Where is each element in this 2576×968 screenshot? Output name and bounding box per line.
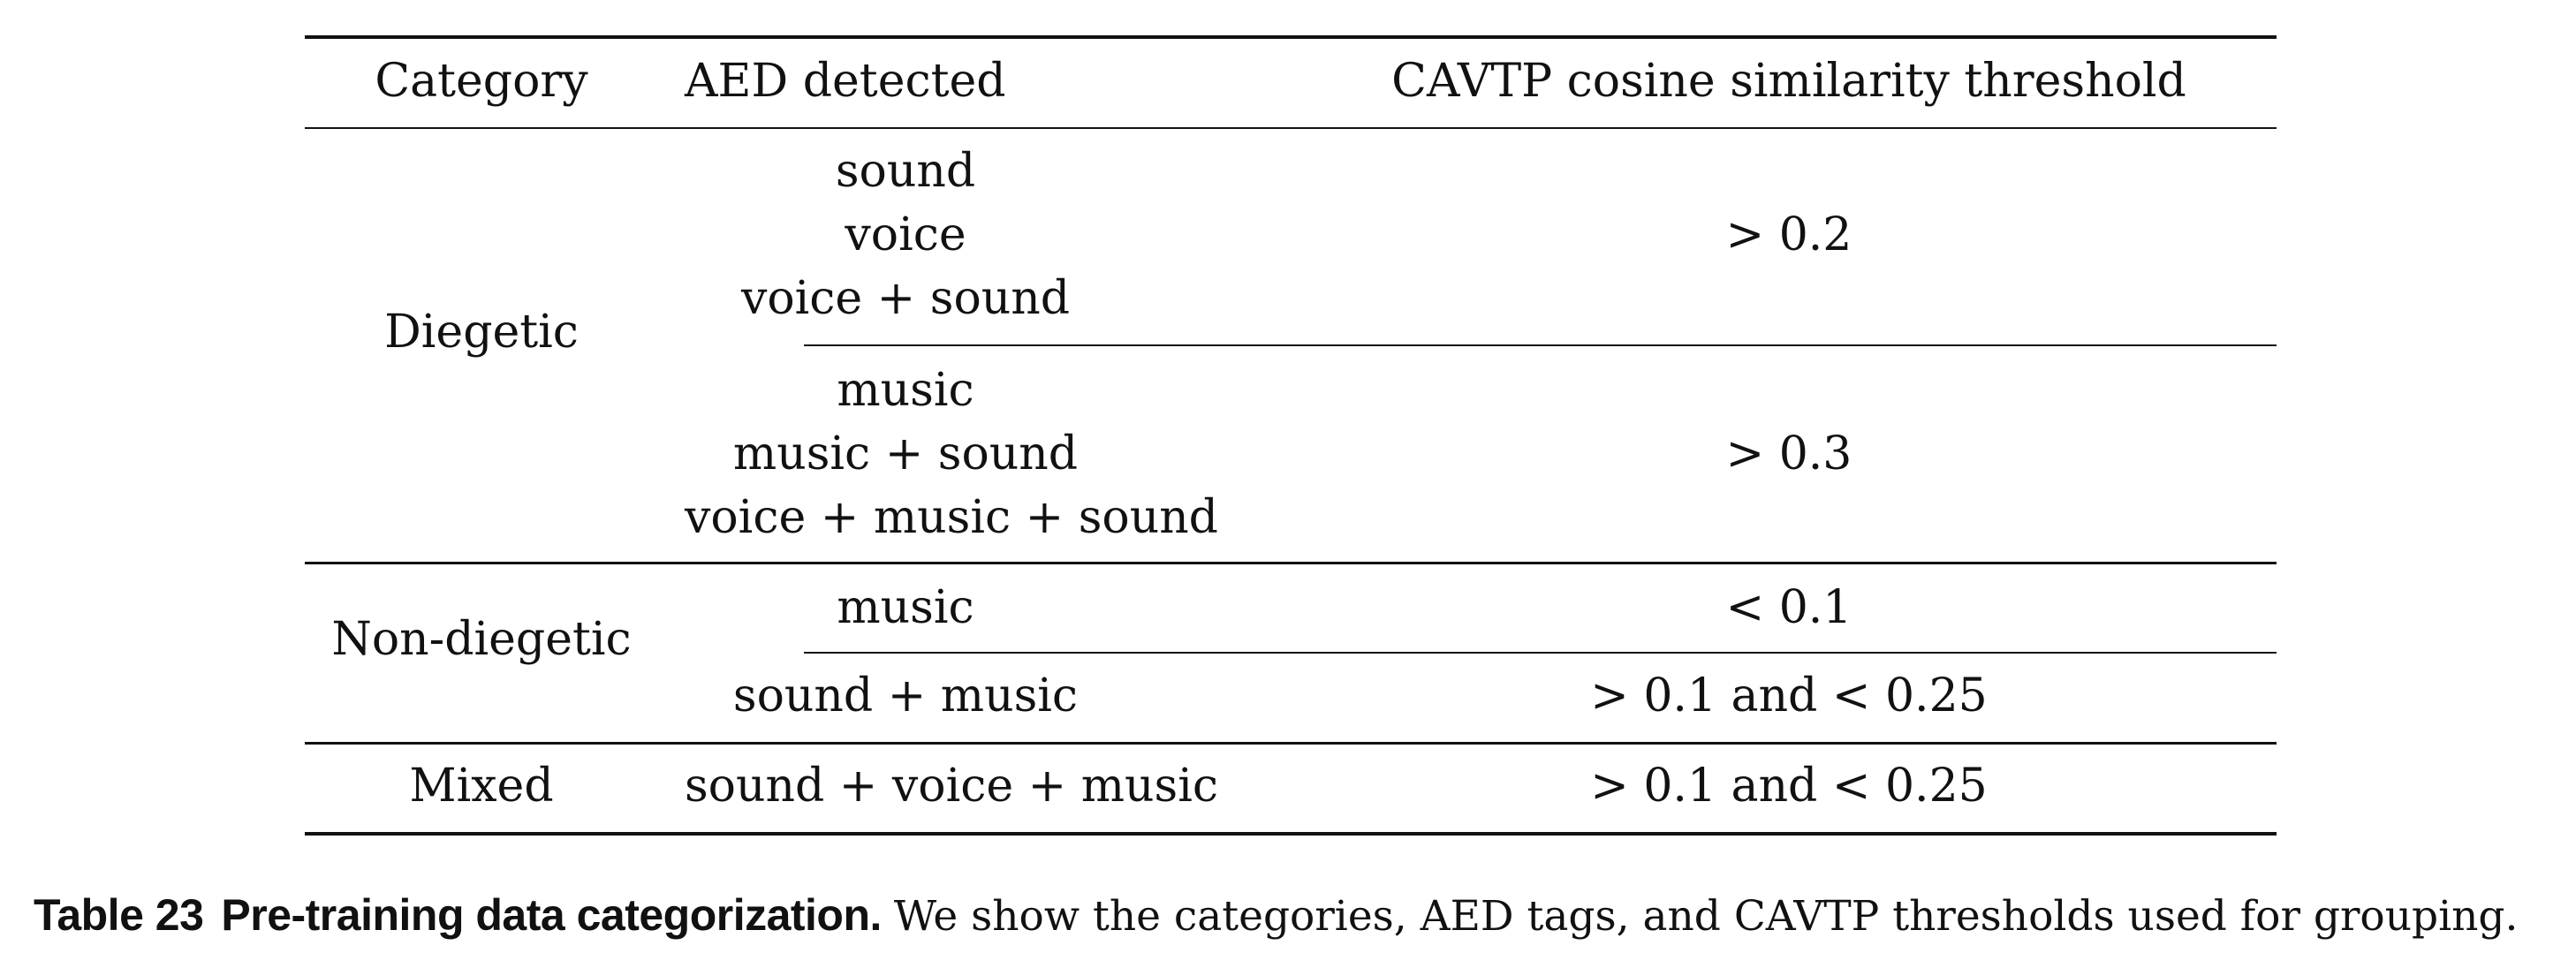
category-cell: Mixed — [409, 760, 554, 813]
category-cell: Non-diegetic — [331, 613, 632, 666]
aed-tag: sound + voice + music — [685, 760, 1218, 813]
threshold-cell: > 0.1 and < 0.25 — [1590, 760, 1988, 813]
aed-tag: voice — [845, 208, 966, 261]
aed-cell: sound + voice + music — [685, 754, 1218, 818]
aed-tag: music + sound — [732, 427, 1079, 480]
aed-tag: music — [837, 364, 974, 417]
threshold-cell: > 0.2 — [1725, 208, 1852, 261]
diegetic-inner-rule — [804, 344, 2277, 346]
group-rule — [305, 742, 2277, 745]
column-header: Category — [375, 55, 588, 108]
aed-tag: sound — [835, 145, 976, 198]
threshold-cell: > 0.3 — [1725, 427, 1852, 480]
category-cell: Diegetic — [384, 306, 579, 359]
aed-cell: music — [729, 576, 1082, 639]
column-header: AED detected — [685, 55, 1006, 108]
group-rule — [305, 562, 2277, 564]
aed-cell: sound + music — [729, 664, 1082, 728]
aed-cell: sound voice voice + sound — [729, 140, 1082, 330]
header-rule — [305, 127, 2277, 129]
nondiegetic-inner-rule — [804, 652, 2277, 654]
table-caption: Table 23 Pre-training data categorization… — [34, 883, 2560, 949]
caption-label: Table 23 — [34, 890, 204, 940]
aed-tag: voice + sound — [740, 272, 1071, 325]
threshold-cell: > 0.1 and < 0.25 — [1590, 669, 1988, 722]
threshold-cell: < 0.1 — [1725, 581, 1852, 634]
aed-tag: voice + music + sound — [685, 491, 1218, 544]
aed-tag: sound + music — [732, 669, 1079, 722]
column-header: CAVTP cosine similarity threshold — [1391, 55, 2186, 108]
top-rule — [305, 35, 2277, 39]
bottom-rule — [305, 832, 2277, 836]
aed-tag: music — [837, 581, 974, 634]
aed-cell: music music + sound voice + music + soun… — [685, 359, 1218, 549]
caption-body: We show the categories, AED tags, and CA… — [893, 892, 2519, 941]
caption-title: Pre-training data categorization. — [221, 890, 882, 940]
data-table: Category AED detected CAVTP cosine simil… — [305, 35, 2277, 837]
